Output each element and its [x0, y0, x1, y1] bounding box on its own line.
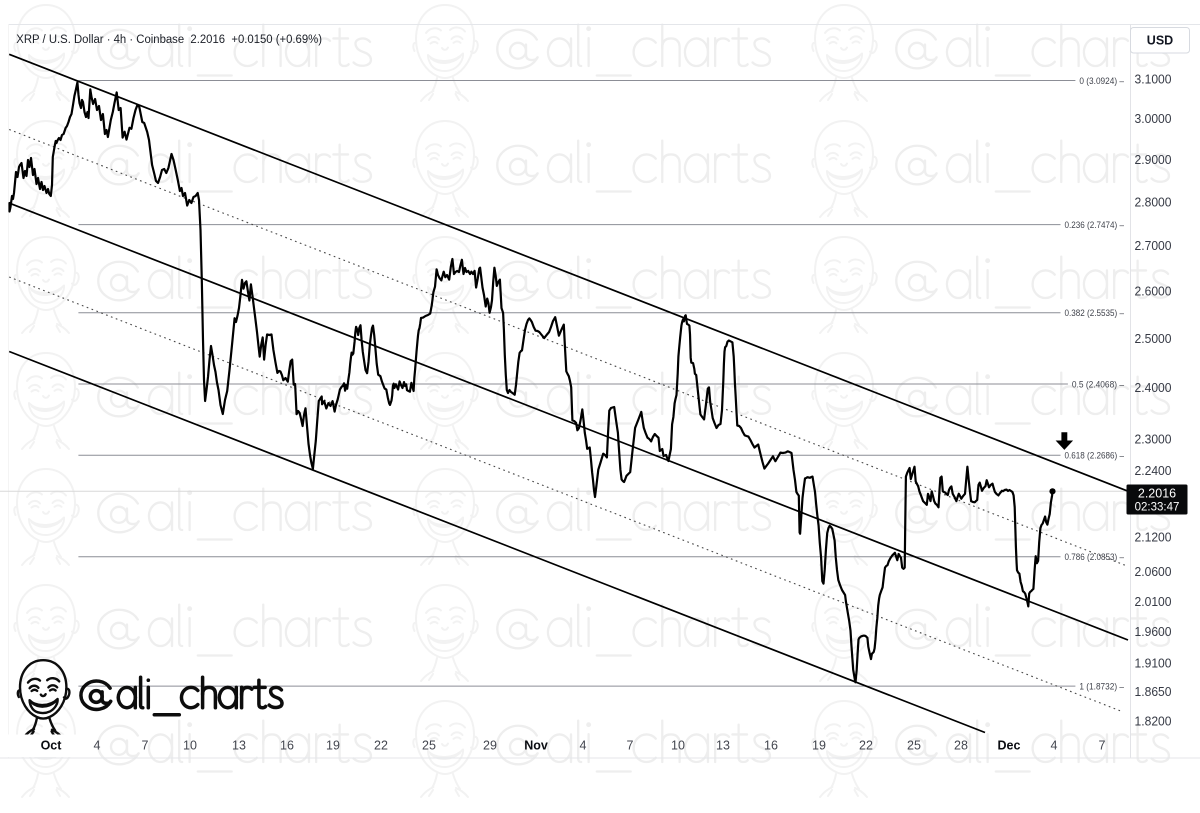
- svg-text:0.5 (2.4068) –: 0.5 (2.4068) –: [1072, 379, 1125, 390]
- svg-text:2.2016: 2.2016: [1138, 487, 1176, 501]
- svg-text:3.0000: 3.0000: [1135, 111, 1172, 126]
- svg-text:10: 10: [183, 739, 197, 753]
- svg-text:Oct: Oct: [41, 739, 63, 753]
- svg-text:28: 28: [954, 739, 968, 753]
- svg-text:16: 16: [280, 739, 294, 753]
- svg-text:0 (3.0924) –: 0 (3.0924) –: [1079, 76, 1124, 87]
- svg-text:2.8000: 2.8000: [1135, 194, 1172, 209]
- svg-text:0.618 (2.2686) –: 0.618 (2.2686) –: [1065, 451, 1125, 462]
- svg-text:13: 13: [232, 739, 246, 753]
- svg-text:2.7000: 2.7000: [1135, 238, 1172, 253]
- svg-text:22: 22: [374, 739, 388, 753]
- svg-text:29: 29: [483, 739, 497, 753]
- svg-text:1.8200: 1.8200: [1135, 713, 1172, 728]
- svg-text:2.5000: 2.5000: [1135, 331, 1172, 346]
- svg-text:2.6000: 2.6000: [1135, 284, 1172, 299]
- svg-text:4: 4: [94, 739, 101, 753]
- svg-text:25: 25: [422, 739, 436, 753]
- svg-text:10: 10: [671, 739, 685, 753]
- svg-text:USD: USD: [1147, 34, 1173, 48]
- svg-text:1.8650: 1.8650: [1135, 684, 1172, 699]
- svg-text:4: 4: [1051, 739, 1058, 753]
- svg-text:4: 4: [580, 739, 587, 753]
- svg-text:0.786 (2.0853) –: 0.786 (2.0853) –: [1065, 552, 1125, 563]
- svg-text:7: 7: [142, 739, 149, 753]
- svg-text:Nov: Nov: [524, 739, 548, 753]
- svg-text:7: 7: [627, 739, 634, 753]
- svg-text:1 (1.8732) –: 1 (1.8732) –: [1079, 682, 1124, 693]
- svg-text:19: 19: [812, 739, 826, 753]
- svg-text:0.236 (2.7474) –: 0.236 (2.7474) –: [1065, 220, 1125, 231]
- svg-text:Dec: Dec: [998, 739, 1021, 753]
- svg-text:25: 25: [907, 739, 921, 753]
- svg-text:2.1200: 2.1200: [1135, 530, 1172, 545]
- svg-text:1.9600: 1.9600: [1135, 624, 1172, 639]
- svg-text:22: 22: [859, 739, 873, 753]
- svg-text:1.9100: 1.9100: [1135, 655, 1172, 670]
- svg-text:7: 7: [1099, 739, 1106, 753]
- svg-text:2.9000: 2.9000: [1135, 152, 1172, 167]
- svg-text:3.1000: 3.1000: [1135, 72, 1172, 87]
- svg-text:XRP / U.S. Dollar · 4h · Coinb: XRP / U.S. Dollar · 4h · Coinbase 2.2016…: [16, 34, 322, 46]
- svg-text:2.2400: 2.2400: [1135, 463, 1172, 478]
- svg-text:2.0600: 2.0600: [1135, 564, 1172, 579]
- svg-text:19: 19: [326, 739, 340, 753]
- svg-text:13: 13: [716, 739, 730, 753]
- svg-text:0.382 (2.5535) –: 0.382 (2.5535) –: [1065, 308, 1125, 319]
- svg-text:2.4000: 2.4000: [1135, 380, 1172, 395]
- svg-text:2.3000: 2.3000: [1135, 431, 1172, 446]
- svg-text:2.0100: 2.0100: [1135, 594, 1172, 609]
- svg-text:02:33:47: 02:33:47: [1135, 502, 1180, 514]
- svg-text:16: 16: [764, 739, 778, 753]
